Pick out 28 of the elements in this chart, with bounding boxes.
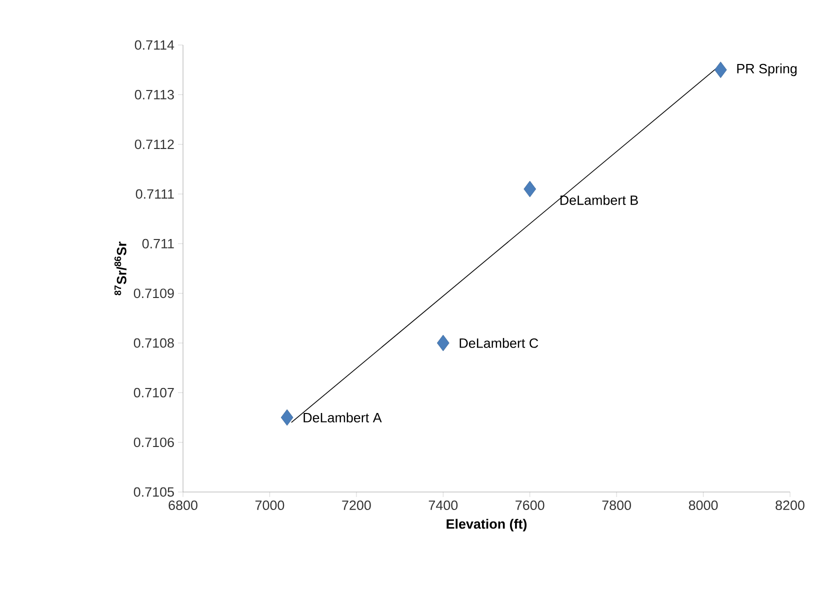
annotation: DeLambert B [560, 195, 638, 205]
x-tick-label: 7800 [602, 500, 632, 510]
y-tick-label: 0.711 [142, 238, 174, 248]
x-tick-label: 7000 [255, 500, 284, 510]
annotation: DeLambert A [304, 412, 382, 422]
y-tick-label: 0.7105 [134, 487, 174, 497]
x-tick-label: 7200 [342, 500, 371, 510]
y-tick-label: 0.7111 [136, 189, 174, 199]
y-tick-label: 0.7107 [134, 388, 174, 398]
point [436, 334, 450, 352]
y-tick-label: 0.7113 [134, 90, 174, 100]
y-tick-label: 0.7112 [134, 140, 174, 150]
x-tick-label: 7600 [516, 500, 544, 510]
point [280, 409, 294, 426]
y-tick-label: 0.7108 [134, 338, 174, 348]
y-tick-label: 0.7109 [134, 288, 174, 298]
y-tick-label: 0.7106 [134, 438, 174, 448]
x-axis-title: Elevation (ft) [446, 518, 527, 532]
point [714, 62, 727, 78]
point [524, 180, 536, 198]
x-tick-label: 7400 [428, 500, 458, 510]
x-tick-label: 8000 [688, 500, 718, 510]
annotation: DeLambert C [460, 338, 538, 348]
x-tick-label: 8200 [776, 500, 804, 510]
y-tick-label: 0.7114 [134, 40, 174, 50]
y-axis-title: $^{87}$Sr/$^{86}$Sr [114, 242, 126, 296]
x-tick-label: 6800 [168, 500, 198, 510]
annotation: PR Spring [737, 64, 797, 76]
